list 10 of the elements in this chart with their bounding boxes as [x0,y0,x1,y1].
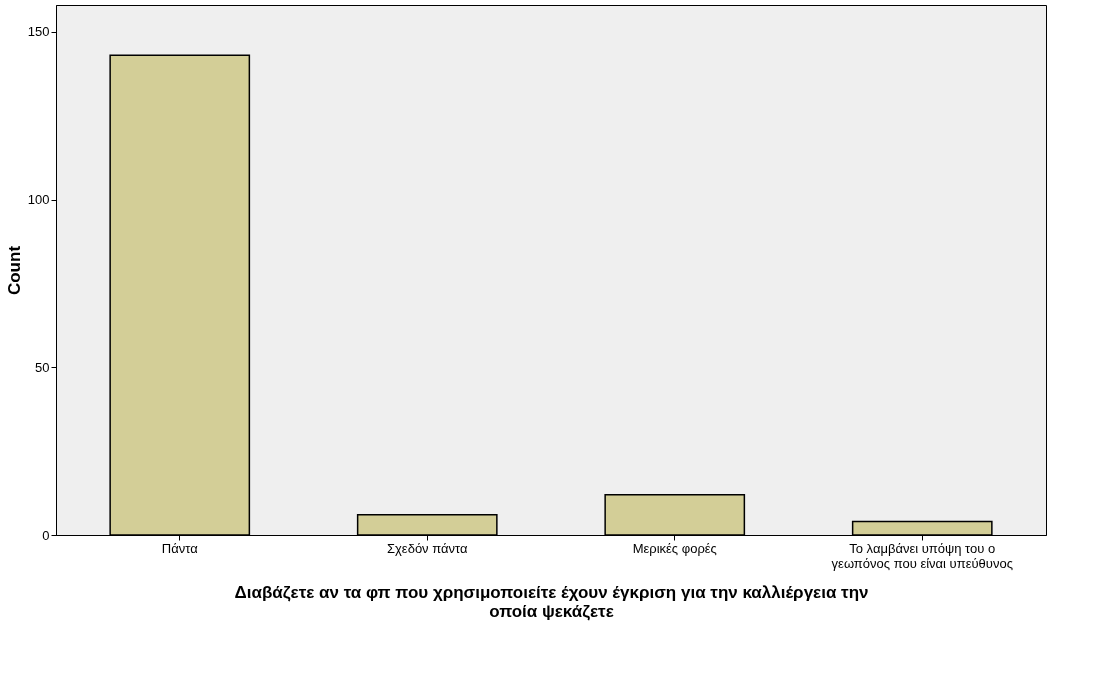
x-tick-label: Σχεδόν πάντα [386,540,468,556]
x-tick-label: Το λαμβάνει υπόψη του ο γεωπόνος που είναι υπεύθυνος [831,540,1013,571]
y-axis-title: Count [4,245,24,296]
y-tick-label: 50 [35,359,50,375]
y-tick-label: 0 [42,527,50,543]
x-tick-label: Πάντα [161,540,199,556]
x-axis-title: Διαβάζετε αν τα φπ που χρησιμοποιείτε έχουν έγκριση για την καλλιέργεια την οποία ψεκάζετε [234,582,869,621]
y-tick-label: 150 [27,24,50,40]
x-tick-label: Μερικές φορές [632,540,717,556]
y-tick-label: 100 [27,192,50,208]
